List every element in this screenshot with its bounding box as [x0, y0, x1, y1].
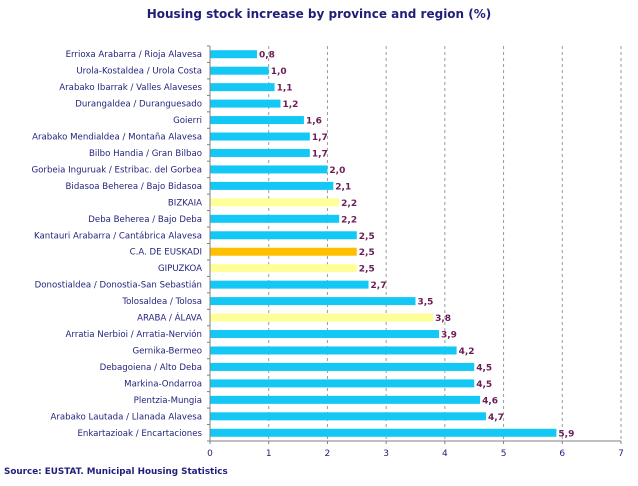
bar [210, 148, 310, 157]
value-label: 1,0 [271, 67, 287, 77]
category-label: Arabako Ibarrak / Valles Alaveses [59, 83, 202, 93]
category-labels: Errioxa Arabarra / Rioja Alavesa Urola-Ko… [32, 50, 203, 439]
source-note: Source: EUSTAT. Municipal Housing Statis… [4, 467, 228, 477]
value-label: 1,6 [306, 117, 322, 127]
bar [210, 313, 434, 322]
value-label: 1,2 [282, 100, 298, 110]
bar [210, 165, 328, 174]
value-label: 1,1 [277, 84, 293, 94]
bar [210, 99, 281, 108]
value-label: 4,5 [476, 380, 492, 390]
value-labels: 0,81,01,11,21,61,71,72,02,12,22,22,52,52… [259, 51, 574, 440]
bar [210, 428, 557, 437]
category-label: Arabako Mendialdea / Montaña Alavesa [32, 133, 202, 143]
value-label: 4,6 [482, 396, 498, 406]
category-label: C.A. DE EUSKADI [130, 248, 202, 258]
bar [210, 132, 310, 141]
bar [210, 412, 486, 421]
category-label: Bidasoa Beherea / Bajo Bidasoa [66, 182, 202, 192]
bar [210, 50, 257, 59]
value-label: 2,7 [371, 281, 387, 291]
x-tick-label: 5 [501, 449, 507, 459]
bar [210, 280, 369, 289]
category-label: Bilbo Handia / Gran Bilbao [89, 149, 202, 159]
value-label: 2,1 [335, 182, 351, 192]
bar [210, 116, 304, 125]
value-label: 1,7 [312, 149, 328, 159]
value-label: 1,7 [312, 133, 328, 143]
category-label: Arratia Nerbioi / Arratia-Nervión [65, 329, 202, 340]
bar [210, 231, 357, 240]
chart-title: Housing stock increase by province and r… [147, 7, 492, 21]
category-label: Plentzia-Mungia [134, 396, 202, 406]
value-label: 2,5 [359, 248, 375, 258]
value-label: 0,8 [259, 51, 275, 61]
category-label: Goierri [173, 116, 202, 126]
x-tick-label: 7 [618, 449, 624, 459]
value-label: 4,5 [476, 363, 492, 373]
value-label: 2,2 [341, 199, 357, 209]
bars [210, 50, 557, 437]
bar [210, 181, 334, 190]
axes [207, 45, 622, 444]
bar [210, 66, 269, 75]
bar [210, 83, 275, 92]
category-label: Debagoiena / Alto Deba [100, 363, 202, 373]
category-label: Donostialdea / Donostia-San Sebastián [35, 281, 202, 291]
value-label: 2,2 [341, 215, 357, 225]
value-label: 4,2 [459, 347, 475, 357]
x-tick-label: 6 [559, 449, 565, 459]
category-label: Gorbeia Inguruak / Estribac. del Gorbea [32, 165, 202, 175]
bar [210, 264, 357, 273]
value-label: 3,9 [441, 331, 457, 341]
bar [210, 346, 457, 355]
x-tick-label: 1 [266, 449, 272, 459]
category-label: Gernika-Bermeo [132, 346, 202, 356]
bar [210, 198, 340, 207]
category-label: ARABA / ÁLAVA [137, 312, 202, 324]
value-label: 4,7 [488, 413, 504, 423]
x-tick-labels: 0 1 2 3 4 5 6 7 [207, 449, 624, 459]
bar [210, 247, 357, 256]
category-label: Markina-Ondarroa [124, 379, 202, 389]
bar [210, 214, 340, 223]
category-label: Enkartazioak / Encartaciones [77, 429, 202, 439]
category-label: Durangaldea / Duranguesado [75, 100, 202, 110]
category-label: BIZKAIA [168, 198, 202, 208]
bar [210, 362, 475, 371]
x-tick-label: 2 [325, 449, 331, 459]
value-label: 2,5 [359, 232, 375, 242]
bar [210, 330, 439, 339]
value-label: 3,8 [435, 314, 451, 324]
category-label: Kantauri Arabarra / Cantábrica Alavesa [34, 231, 202, 241]
bar [210, 297, 416, 306]
category-label: GIPUZKOA [158, 264, 202, 274]
x-tick-label: 4 [442, 449, 448, 459]
value-label: 2,5 [359, 265, 375, 275]
category-label: Deba Beherea / Bajo Deba [88, 215, 202, 225]
x-tick-label: 3 [383, 449, 389, 459]
bar [210, 395, 481, 404]
category-label: Errioxa Arabarra / Rioja Alavesa [66, 50, 202, 60]
value-label: 3,5 [418, 298, 434, 308]
bar [210, 379, 475, 388]
category-label: Arabako Lautada / Llanada Alavesa [50, 412, 202, 422]
x-tick-label: 0 [207, 449, 213, 459]
value-label: 5,9 [558, 429, 574, 439]
category-label: Tolosaldea / Tolosa [121, 297, 202, 307]
category-label: Urola-Kostaldea / Urola Costa [76, 67, 202, 77]
value-label: 2,0 [329, 166, 345, 176]
